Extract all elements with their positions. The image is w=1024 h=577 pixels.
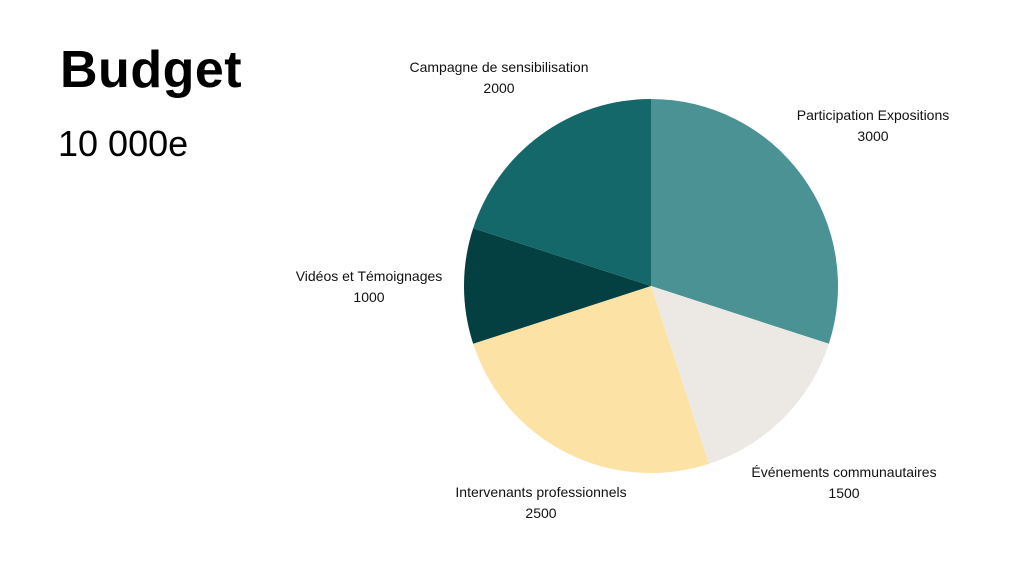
slice-label: Événements communautaires: [751, 464, 936, 480]
pie-slice: [473, 99, 651, 286]
pie-slice: [651, 286, 829, 464]
slice-value-label: 1500: [828, 485, 859, 501]
slice-value-label: 2500: [525, 505, 556, 521]
slice-value-label: 3000: [857, 128, 888, 144]
pie-slice: [463, 228, 651, 344]
pie-slice: [473, 286, 709, 474]
slice-value-label: 2000: [483, 80, 514, 96]
budget-total: 10 000e: [58, 123, 189, 164]
slice-value-label: 1000: [353, 289, 384, 305]
pie-slices: [463, 99, 839, 474]
page-title: Budget: [60, 41, 243, 99]
slice-label: Campagne de sensibilisation: [410, 59, 589, 75]
pie-labels: Participation Expositions 3000 Événements …: [296, 59, 950, 521]
slice-label: Vidéos et Témoignages: [296, 268, 443, 284]
slice-label: Participation Expositions: [797, 107, 950, 123]
pie-slice: [651, 99, 839, 344]
slice-label: Intervenants professionnels: [455, 484, 626, 500]
